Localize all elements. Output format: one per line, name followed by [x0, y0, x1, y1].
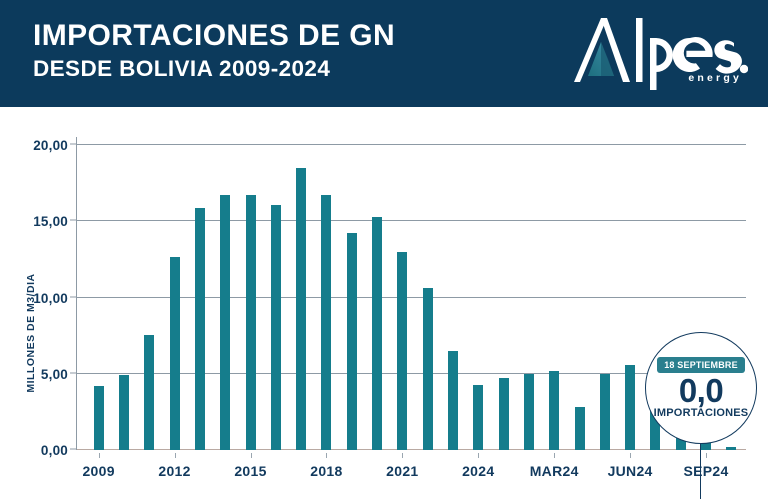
bar	[397, 251, 408, 450]
bar	[144, 334, 155, 450]
badge-caption: IMPORTACIONES	[653, 406, 749, 419]
y-tickmark	[70, 448, 77, 450]
alpes-energy-logo: energy	[568, 16, 748, 90]
badge-pointer-line	[700, 444, 701, 499]
page-title-line-2: DESDE BOLIVIA 2009-2024	[33, 56, 331, 81]
x-tick-label: 2021	[386, 463, 419, 479]
bar	[574, 407, 585, 450]
bar	[473, 385, 484, 450]
y-tickmark	[70, 372, 77, 374]
x-tick-label: 2018	[310, 463, 343, 479]
x-tick-label: 2009	[82, 463, 115, 479]
badge-date-label: 18 SEPTIEMBRE	[657, 357, 745, 373]
bar-series	[76, 107, 746, 499]
x-tickmark	[402, 453, 404, 458]
y-tickmark	[70, 143, 77, 145]
badge-value: 0,0	[678, 371, 724, 409]
x-tickmark	[554, 453, 556, 458]
x-tickmark	[98, 453, 100, 458]
bar	[220, 195, 231, 450]
logo-tagline: energy	[688, 72, 742, 84]
gridline-10-00	[76, 296, 746, 298]
bar	[625, 365, 636, 450]
bar	[296, 167, 307, 450]
x-tick-label: MAR24	[529, 463, 579, 479]
page-title-line-1: IMPORTACIONES DE GN	[33, 19, 396, 52]
bar	[346, 233, 357, 450]
status-badge: 18 SEPTIEMBRE 0,0 IMPORTACIONES	[645, 332, 757, 444]
x-tickmark	[478, 453, 480, 458]
y-tickmark	[70, 296, 77, 297]
bar	[118, 375, 129, 450]
bar	[194, 207, 205, 450]
y-axis-tick-labels: 0,00 5,00 10,00 15,00 20,00	[10, 107, 68, 499]
x-tickmark	[326, 453, 328, 458]
bar	[372, 217, 383, 450]
bar	[169, 257, 180, 450]
y-tick-label: 15,00	[33, 214, 68, 230]
bar	[549, 371, 560, 450]
y-tick-label: 0,00	[40, 443, 68, 458]
y-tick-label: 20,00	[33, 138, 68, 153]
gridline-0-00	[76, 449, 746, 450]
x-tickmark	[250, 453, 252, 458]
bar	[321, 194, 332, 450]
x-tick-label: JUN24	[607, 463, 653, 479]
bar	[523, 373, 534, 450]
header-title-group: IMPORTACIONES DE GN DESDE BOLIVIA 2009-2…	[33, 19, 395, 83]
bar	[245, 194, 256, 450]
x-tick-label: 2015	[234, 463, 267, 479]
gridline-5-00	[76, 372, 746, 374]
x-tick-label: 2024	[462, 463, 495, 479]
bar	[726, 446, 737, 450]
x-tick-label: SEP24	[683, 463, 729, 479]
bar	[498, 378, 509, 450]
plot-area: 2009 2012 2015 2018 2021 2024 MAR24 JUN24 SEP24	[70, 107, 746, 499]
y-axis-line	[76, 137, 77, 450]
x-tick-label: 2012	[158, 463, 191, 479]
alpes-logo-icon	[574, 18, 748, 90]
x-tickmark	[630, 453, 632, 458]
y-tick-label: 10,00	[33, 290, 68, 306]
bar	[422, 288, 433, 450]
chart-container: MILLONES DE M3/DIA 0,00 5,00 10,00 15,00 20,…	[0, 107, 768, 499]
bar	[270, 205, 281, 450]
bar	[93, 385, 104, 450]
y-tickmark	[70, 219, 77, 221]
gridline-20-00	[76, 144, 746, 145]
x-axis-tick-labels: 2009 2012 2015 2018 2021 2024 MAR24 JUN24 SEP24	[76, 463, 746, 487]
x-tickmark	[174, 453, 176, 458]
bar	[599, 373, 610, 450]
x-tickmark	[706, 453, 708, 458]
gridline-15-00	[76, 220, 746, 222]
page-header: IMPORTACIONES DE GN DESDE BOLIVIA 2009-2…	[0, 0, 768, 107]
y-tick-label: 5,00	[40, 366, 68, 382]
bar	[447, 350, 458, 450]
